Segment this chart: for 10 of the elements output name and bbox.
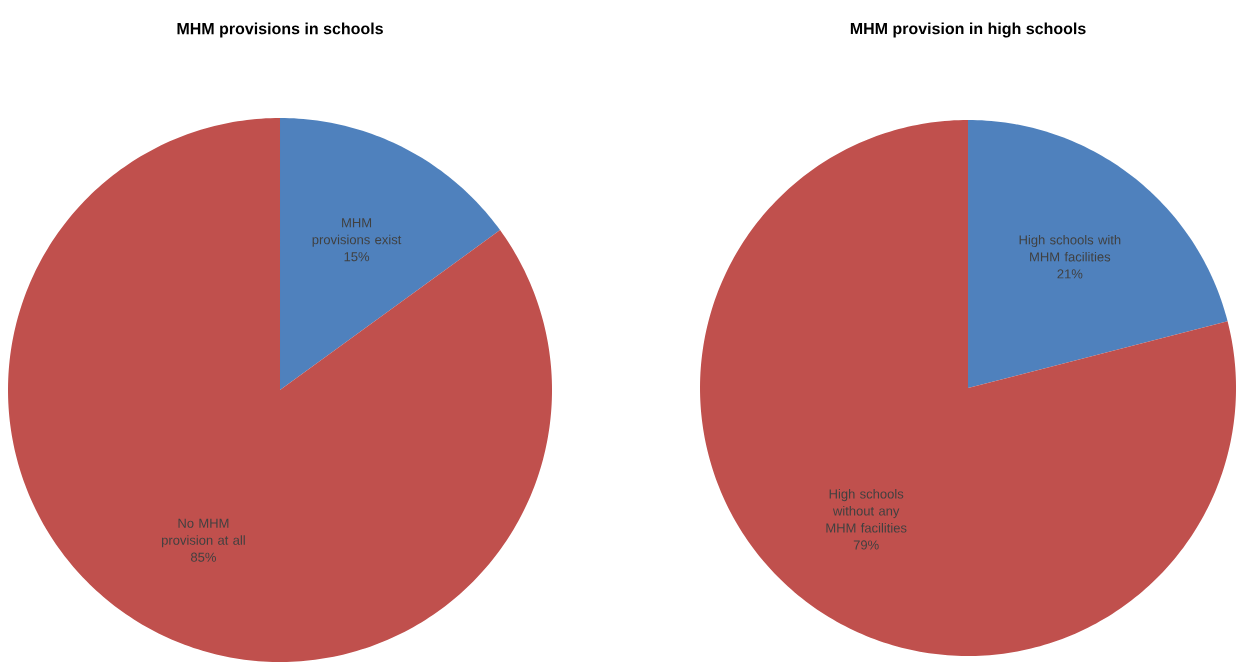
chart-title: MHM provision in high schools (850, 22, 1086, 38)
data-label: 85% (190, 552, 216, 562)
chart-title: MHM provisions in schools (177, 22, 383, 38)
data-label: 21% (1057, 269, 1083, 279)
slice-label: MHM provisions exist (312, 218, 402, 247)
slice-label: High schools with MHM facilities (1019, 234, 1121, 262)
data-label: 79% (853, 540, 879, 550)
slice-label: No MHM provision at all (162, 518, 245, 548)
data-label: 15% (344, 252, 370, 262)
slice-label: High schools without any MHM facilities (826, 489, 907, 533)
